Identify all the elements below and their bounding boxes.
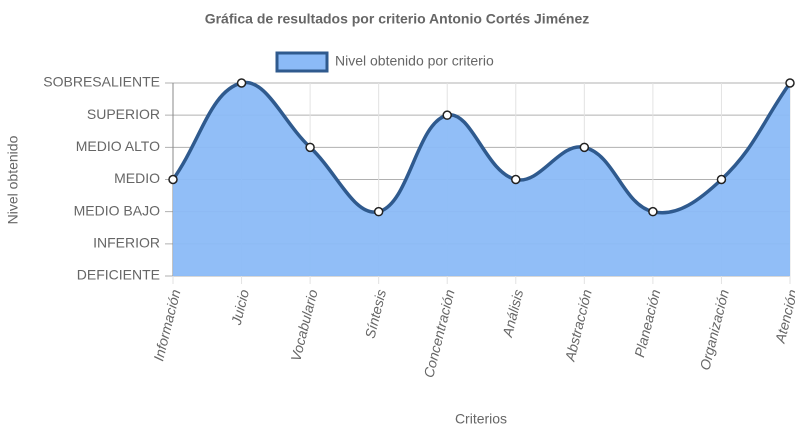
line — [171, 80, 792, 215]
y-axis-title: Nivel obtenido — [5, 135, 21, 224]
y-tick-label: MEDIO BAJO — [74, 202, 160, 218]
y-tick-label: MEDIO ALTO — [76, 138, 160, 154]
point — [442, 110, 452, 120]
point — [168, 174, 178, 185]
chart-title: Gráfica de resultados por criterio Anton… — [205, 11, 590, 27]
point — [373, 206, 384, 217]
point — [236, 78, 247, 88]
point — [785, 78, 795, 88]
x-tick-label: Organización — [696, 288, 732, 372]
legend-label: Nivel obtenido por criterio — [335, 53, 494, 69]
y-tick-label: SOBRESALIENTE — [43, 74, 160, 90]
x-tick-label: Concentración — [420, 288, 457, 380]
y-tick-label: MEDIO — [114, 170, 160, 186]
x-axis-title: Criterios — [455, 411, 507, 427]
point — [716, 174, 727, 185]
y-tick-label: SUPERIOR — [87, 106, 160, 122]
x-tick-label: Análisis — [499, 288, 526, 340]
area — [173, 82, 790, 277]
y-tick-label: INFERIOR — [93, 235, 160, 251]
x-tick-label: Juicio — [228, 288, 252, 328]
point — [511, 174, 521, 185]
x-tick-label: Información — [150, 288, 183, 363]
x-tick-label: Vocabulario — [287, 288, 320, 363]
y-tick-label: DEFICIENTE — [77, 267, 160, 283]
x-tick-label: Abstracción — [561, 288, 595, 364]
legend-swatch — [275, 51, 329, 73]
x-tick-label: Planeación — [631, 288, 663, 359]
point — [648, 206, 658, 217]
point — [305, 142, 315, 153]
point — [579, 142, 590, 153]
x-tick-label: Atención — [772, 288, 795, 346]
x-tick-label: Síntesis — [362, 288, 390, 340]
